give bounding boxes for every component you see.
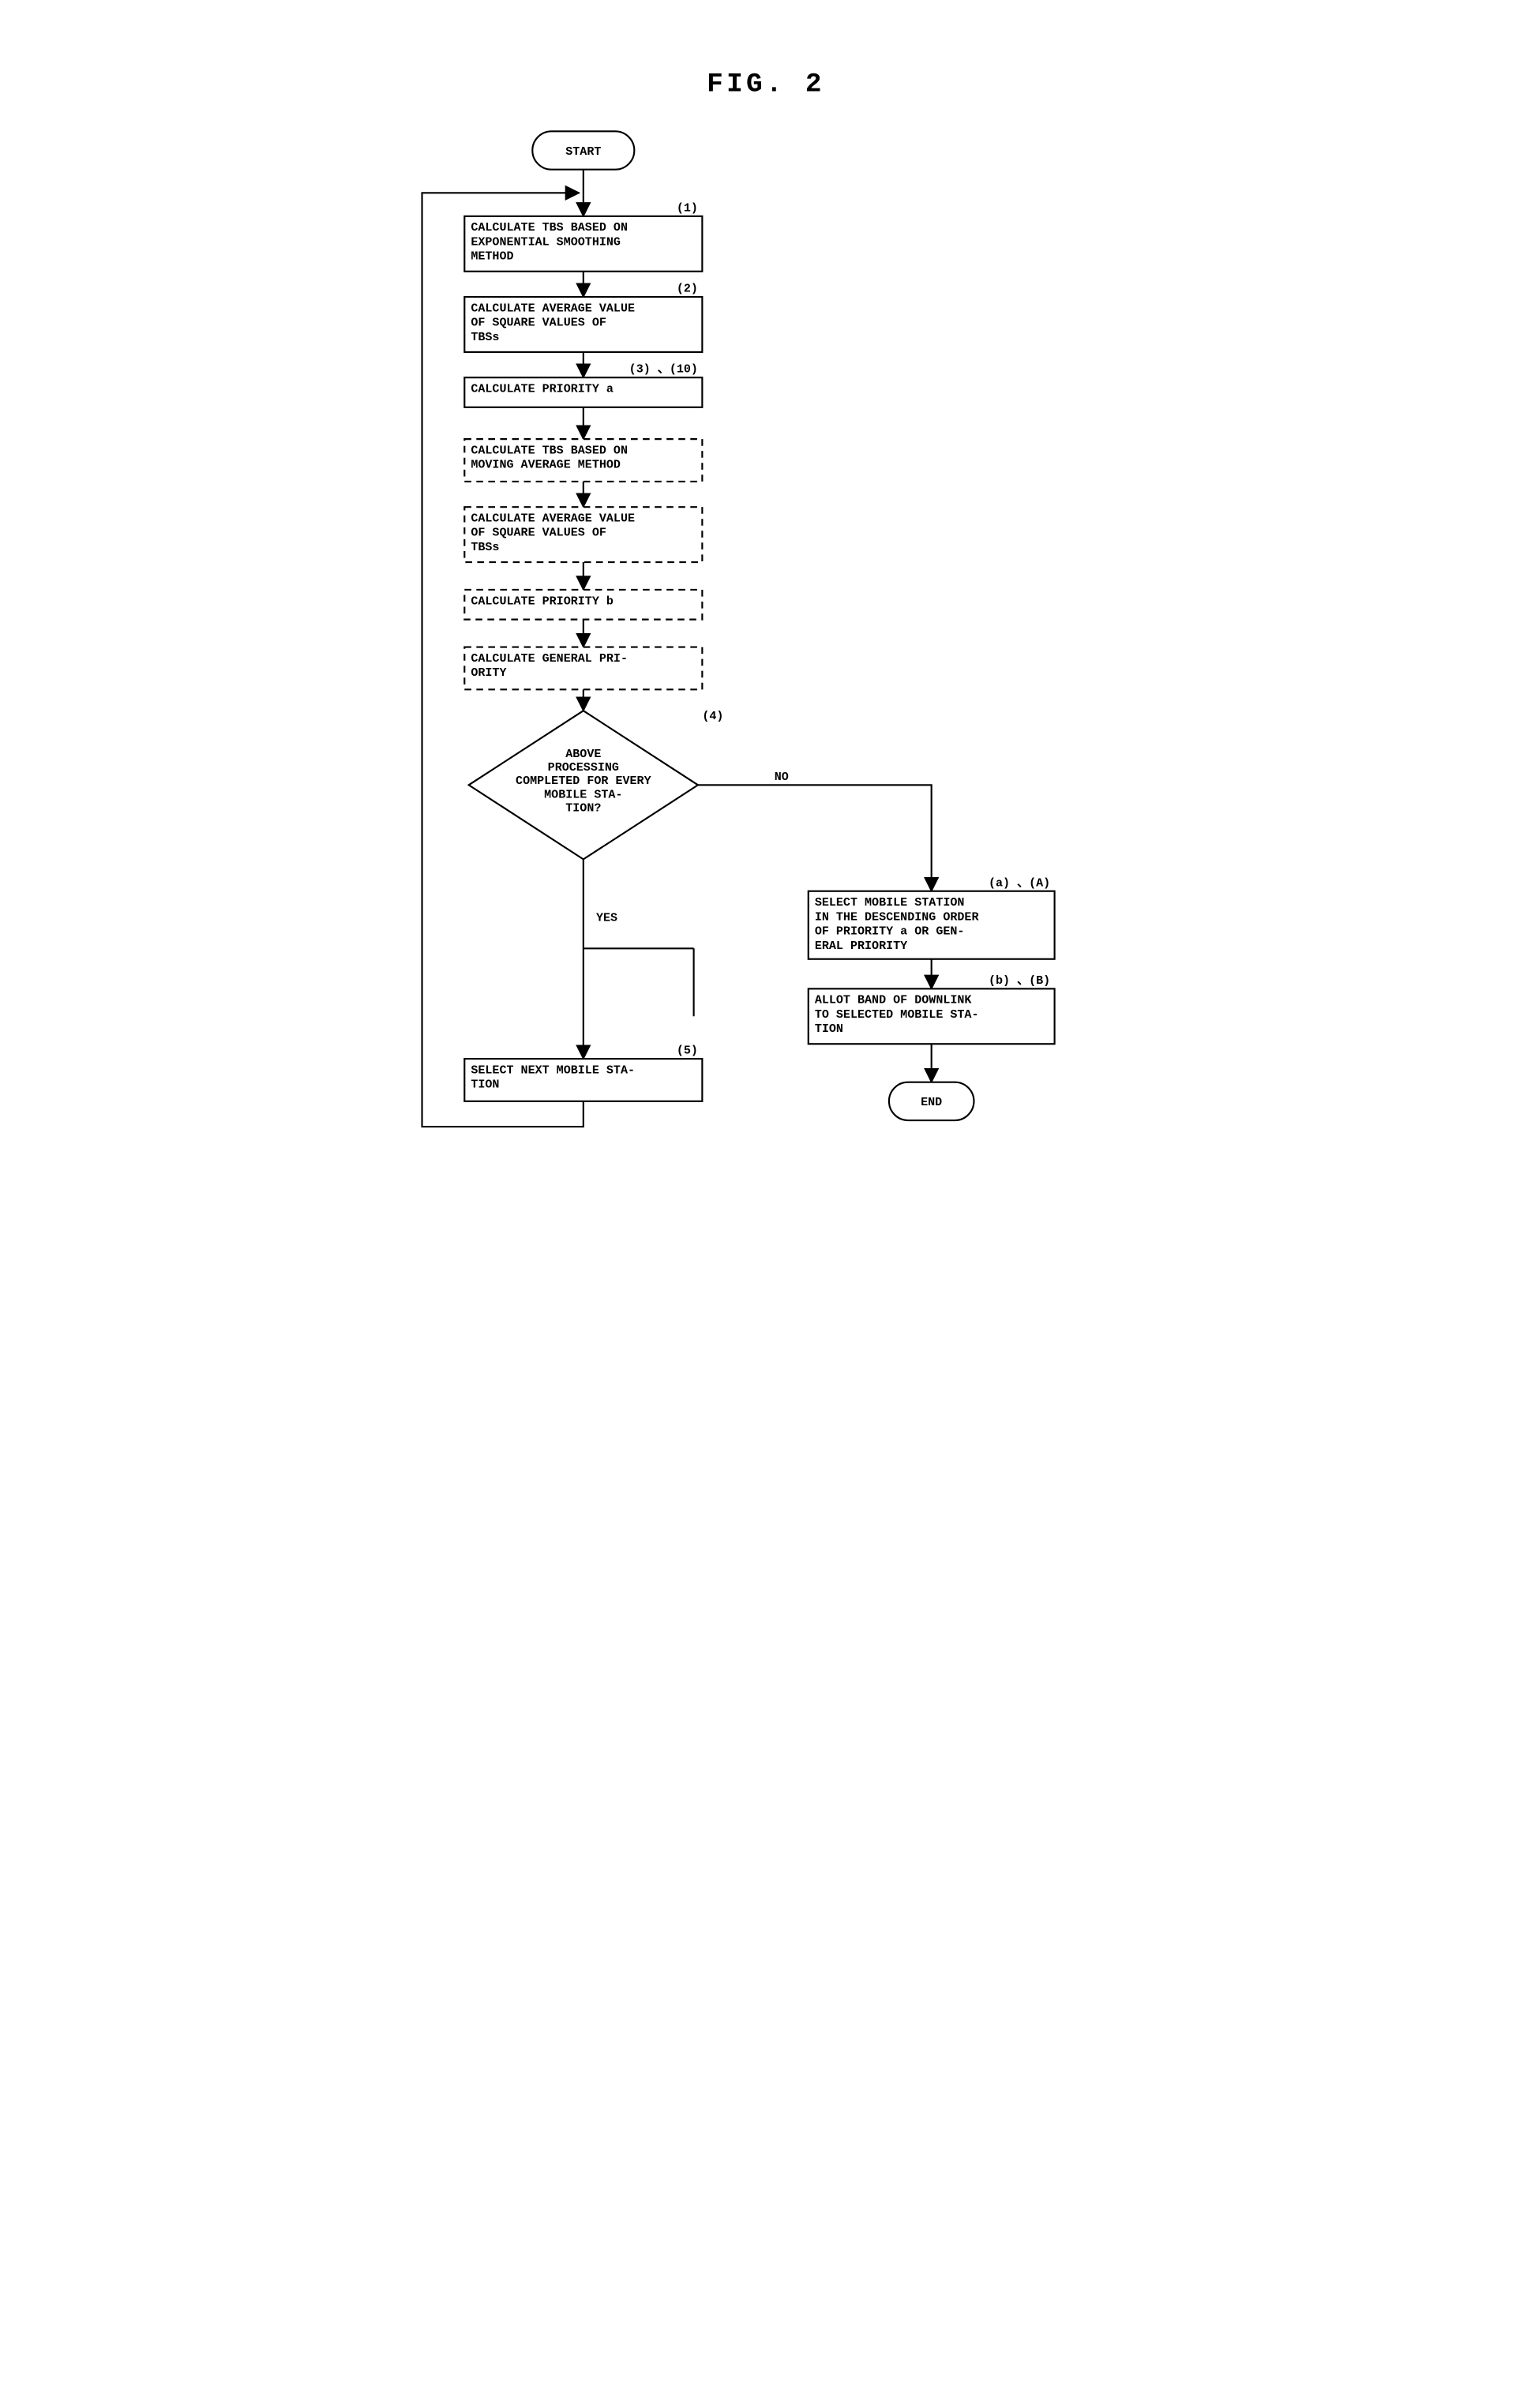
svg-text:PROCESSING: PROCESSING	[547, 760, 618, 775]
svg-text:OF SQUARE VALUES OF: OF SQUARE VALUES OF	[471, 316, 606, 330]
svg-text:(3) 、(10): (3) 、(10)	[629, 362, 697, 377]
svg-text:(2): (2)	[676, 282, 697, 296]
svg-text:FIG. 2: FIG. 2	[707, 69, 825, 99]
svg-text:START: START	[565, 144, 601, 159]
svg-text:ALLOT BAND OF DOWNLINK: ALLOT BAND OF DOWNLINK	[814, 993, 972, 1007]
svg-text:TION: TION	[471, 1078, 499, 1092]
svg-text:TION: TION	[814, 1022, 842, 1036]
svg-text:OF PRIORITY a OR GEN-: OF PRIORITY a OR GEN-	[814, 925, 964, 939]
svg-text:TION?: TION?	[565, 801, 601, 816]
svg-text:(a) 、(A): (a) 、(A)	[988, 876, 1049, 890]
svg-text:CALCULATE GENERAL PRI-: CALCULATE GENERAL PRI-	[471, 651, 628, 666]
svg-text:(b) 、(B): (b) 、(B)	[988, 973, 1049, 988]
svg-text:TBSs: TBSs	[471, 540, 499, 554]
svg-text:SELECT MOBILE STATION: SELECT MOBILE STATION	[814, 895, 964, 910]
svg-text:TBSs: TBSs	[471, 330, 499, 344]
svg-text:(4): (4)	[702, 709, 723, 723]
svg-text:METHOD: METHOD	[471, 249, 513, 264]
svg-text:SELECT NEXT MOBILE STA-: SELECT NEXT MOBILE STA-	[471, 1063, 635, 1077]
flowchart: FIG. 2STARTCALCULATE TBS BASED ONEXPONEN…	[371, 32, 1161, 1288]
svg-text:ERAL PRIORITY: ERAL PRIORITY	[814, 939, 906, 953]
svg-text:END: END	[921, 1095, 942, 1109]
svg-text:COMPLETED FOR EVERY: COMPLETED FOR EVERY	[516, 774, 651, 788]
svg-text:ABOVE: ABOVE	[565, 747, 601, 761]
svg-text:CALCULATE PRIORITY b: CALCULATE PRIORITY b	[471, 594, 614, 608]
svg-text:CALCULATE TBS BASED ON: CALCULATE TBS BASED ON	[471, 220, 628, 234]
svg-text:MOBILE STA-: MOBILE STA-	[544, 787, 622, 801]
svg-text:(5): (5)	[676, 1044, 697, 1058]
svg-text:CALCULATE AVERAGE VALUE: CALCULATE AVERAGE VALUE	[471, 511, 635, 525]
svg-text:CALCULATE PRIORITY a: CALCULATE PRIORITY a	[471, 381, 614, 396]
svg-text:CALCULATE TBS BASED ON: CALCULATE TBS BASED ON	[471, 443, 628, 457]
svg-text:IN THE DESCENDING ORDER: IN THE DESCENDING ORDER	[814, 910, 979, 924]
svg-text:OF SQUARE VALUES OF: OF SQUARE VALUES OF	[471, 526, 606, 540]
svg-text:(1): (1)	[676, 201, 697, 215]
svg-text:EXPONENTIAL SMOOTHING: EXPONENTIAL SMOOTHING	[471, 234, 621, 249]
svg-text:YES: YES	[595, 910, 617, 925]
svg-text:CALCULATE AVERAGE VALUE: CALCULATE AVERAGE VALUE	[471, 301, 635, 315]
svg-text:NO: NO	[774, 770, 788, 784]
svg-text:TO SELECTED MOBILE STA-: TO SELECTED MOBILE STA-	[814, 1007, 978, 1022]
svg-text:ORITY: ORITY	[471, 666, 506, 680]
svg-text:MOVING AVERAGE METHOD: MOVING AVERAGE METHOD	[471, 458, 621, 472]
